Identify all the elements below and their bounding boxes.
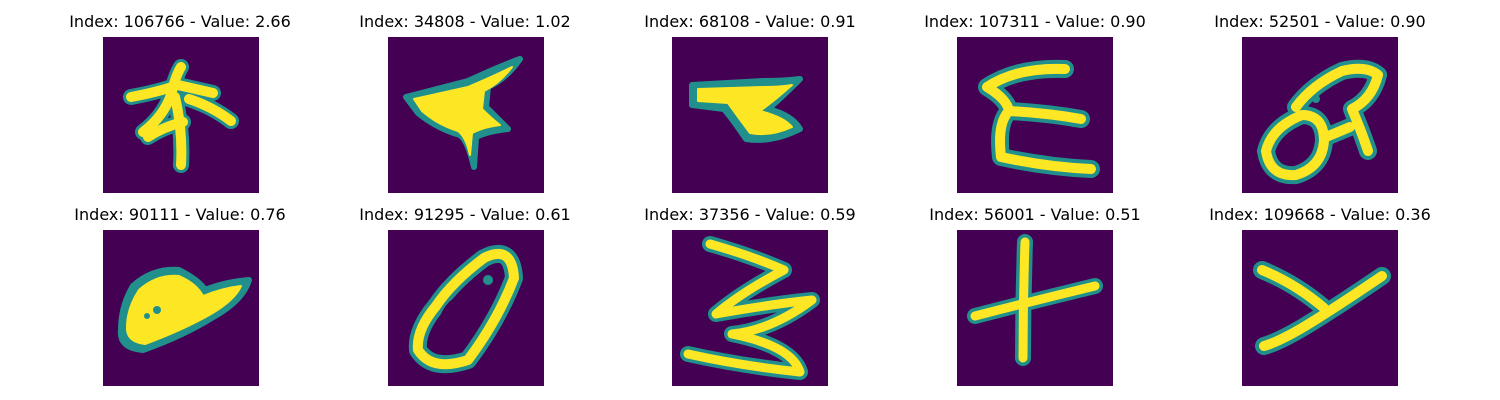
panel-title-2: Index: 34808 - Value: 1.02 [359, 12, 571, 31]
character-image-3 [672, 37, 828, 193]
character-image-1 [103, 37, 259, 193]
panel-title-6: Index: 90111 - Value: 0.76 [74, 205, 286, 224]
character-image-7 [388, 230, 544, 386]
character-image-4 [957, 37, 1113, 193]
character-image-2 [388, 37, 544, 193]
character-image-5 [1242, 37, 1398, 193]
panel-title-9: Index: 56001 - Value: 0.51 [929, 205, 1141, 224]
panel-title-4: Index: 107311 - Value: 0.90 [924, 12, 1146, 31]
panel-title-3: Index: 68108 - Value: 0.91 [644, 12, 856, 31]
panel-title-5: Index: 52501 - Value: 0.90 [1214, 12, 1426, 31]
panel-title-10: Index: 109668 - Value: 0.36 [1209, 205, 1431, 224]
panel-title-1: Index: 106766 - Value: 2.66 [69, 12, 291, 31]
panel-title-8: Index: 37356 - Value: 0.59 [644, 205, 856, 224]
character-image-9 [957, 230, 1113, 386]
character-image-6 [103, 230, 259, 386]
character-image-10 [1242, 230, 1398, 386]
character-image-8 [672, 230, 828, 386]
panel-title-7: Index: 91295 - Value: 0.61 [359, 205, 571, 224]
